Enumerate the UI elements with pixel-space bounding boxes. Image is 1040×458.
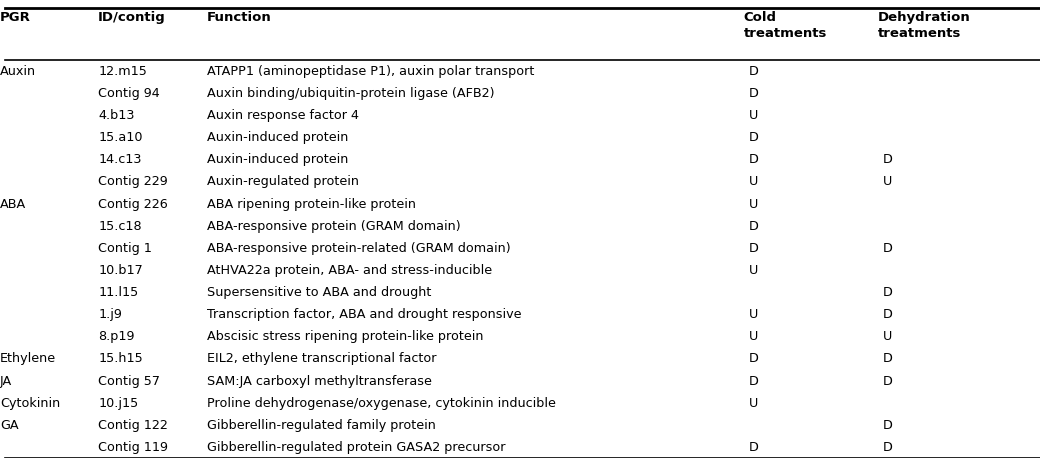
Text: Cytokinin: Cytokinin [0, 397, 60, 409]
Text: D: D [749, 352, 758, 365]
Text: D: D [749, 220, 758, 233]
Text: 11.l15: 11.l15 [98, 286, 138, 299]
Text: D: D [883, 308, 893, 321]
Text: 12.m15: 12.m15 [98, 65, 147, 78]
Text: Contig 57: Contig 57 [98, 375, 160, 387]
Text: Auxin-induced protein: Auxin-induced protein [207, 131, 348, 144]
Text: U: U [749, 197, 758, 211]
Text: Cold
treatments: Cold treatments [744, 11, 827, 40]
Text: D: D [883, 352, 893, 365]
Text: Abscisic stress ripening protein-like protein: Abscisic stress ripening protein-like pr… [207, 330, 484, 343]
Text: 15.a10: 15.a10 [98, 131, 142, 144]
Text: Contig 229: Contig 229 [98, 175, 167, 188]
Text: U: U [749, 330, 758, 343]
Text: Auxin binding/ubiquitin-protein ligase (AFB2): Auxin binding/ubiquitin-protein ligase (… [207, 87, 494, 100]
Text: U: U [749, 397, 758, 409]
Text: D: D [883, 441, 893, 454]
Text: 15.h15: 15.h15 [98, 352, 142, 365]
Text: Auxin response factor 4: Auxin response factor 4 [207, 109, 359, 122]
Text: Contig 122: Contig 122 [98, 419, 168, 432]
Text: 14.c13: 14.c13 [98, 153, 141, 166]
Text: Supersensitive to ABA and drought: Supersensitive to ABA and drought [207, 286, 431, 299]
Text: D: D [749, 242, 758, 255]
Text: U: U [749, 109, 758, 122]
Text: PGR: PGR [0, 11, 31, 24]
Text: SAM:JA carboxyl methyltransferase: SAM:JA carboxyl methyltransferase [207, 375, 432, 387]
Text: Auxin-induced protein: Auxin-induced protein [207, 153, 348, 166]
Text: ABA ripening protein-like protein: ABA ripening protein-like protein [207, 197, 416, 211]
Text: U: U [749, 308, 758, 321]
Text: ATAPP1 (aminopeptidase P1), auxin polar transport: ATAPP1 (aminopeptidase P1), auxin polar … [207, 65, 534, 78]
Text: Gibberellin-regulated family protein: Gibberellin-regulated family protein [207, 419, 436, 432]
Text: 10.b17: 10.b17 [98, 264, 142, 277]
Text: ABA: ABA [0, 197, 26, 211]
Text: Function: Function [207, 11, 271, 24]
Text: D: D [749, 87, 758, 100]
Text: EIL2, ethylene transcriptional factor: EIL2, ethylene transcriptional factor [207, 352, 436, 365]
Text: Proline dehydrogenase/oxygenase, cytokinin inducible: Proline dehydrogenase/oxygenase, cytokin… [207, 397, 555, 409]
Text: Contig 119: Contig 119 [98, 441, 168, 454]
Text: D: D [883, 286, 893, 299]
Text: D: D [883, 242, 893, 255]
Text: 1.j9: 1.j9 [98, 308, 122, 321]
Text: D: D [749, 441, 758, 454]
Text: 15.c18: 15.c18 [98, 220, 141, 233]
Text: D: D [749, 153, 758, 166]
Text: Contig 1: Contig 1 [98, 242, 152, 255]
Text: Contig 226: Contig 226 [98, 197, 167, 211]
Text: D: D [749, 375, 758, 387]
Text: ABA-responsive protein-related (GRAM domain): ABA-responsive protein-related (GRAM dom… [207, 242, 511, 255]
Text: U: U [883, 330, 892, 343]
Text: D: D [883, 419, 893, 432]
Text: D: D [883, 375, 893, 387]
Text: U: U [749, 175, 758, 188]
Text: AtHVA22a protein, ABA- and stress-inducible: AtHVA22a protein, ABA- and stress-induci… [207, 264, 492, 277]
Text: JA: JA [0, 375, 12, 387]
Text: D: D [749, 65, 758, 78]
Text: GA: GA [0, 419, 19, 432]
Text: Transcription factor, ABA and drought responsive: Transcription factor, ABA and drought re… [207, 308, 521, 321]
Text: Gibberellin-regulated protein GASA2 precursor: Gibberellin-regulated protein GASA2 prec… [207, 441, 505, 454]
Text: D: D [883, 153, 893, 166]
Text: 4.b13: 4.b13 [98, 109, 134, 122]
Text: 8.p19: 8.p19 [98, 330, 134, 343]
Text: D: D [749, 131, 758, 144]
Text: Ethylene: Ethylene [0, 352, 56, 365]
Text: Contig 94: Contig 94 [98, 87, 160, 100]
Text: U: U [749, 264, 758, 277]
Text: Auxin: Auxin [0, 65, 36, 78]
Text: Dehydration
treatments: Dehydration treatments [878, 11, 970, 40]
Text: 10.j15: 10.j15 [98, 397, 138, 409]
Text: ID/contig: ID/contig [98, 11, 166, 24]
Text: Auxin-regulated protein: Auxin-regulated protein [207, 175, 359, 188]
Text: ABA-responsive protein (GRAM domain): ABA-responsive protein (GRAM domain) [207, 220, 461, 233]
Text: U: U [883, 175, 892, 188]
